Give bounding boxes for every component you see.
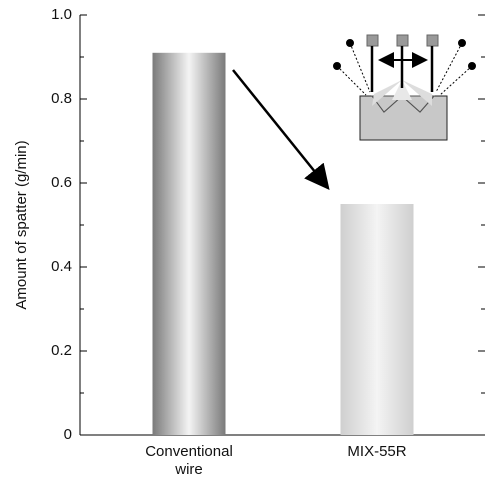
welding-inset [333,34,476,141]
x-tick-label: MIX-55R [347,443,407,460]
y-tick-label: 1.0 [51,6,72,23]
y-tick-label: 0.6 [51,174,72,191]
y-tick-label: 0.2 [51,342,72,359]
y-axis-label: Amount of spatter (g/min) [13,140,30,309]
x-tick-label: Conventional wire [145,443,233,478]
y-tick-label: 0 [64,426,72,443]
y-tick-label: 0.8 [51,90,72,107]
bar [152,52,226,436]
bar [340,204,414,435]
y-tick-label: 0.4 [51,258,72,275]
trend-arrow [232,69,330,190]
